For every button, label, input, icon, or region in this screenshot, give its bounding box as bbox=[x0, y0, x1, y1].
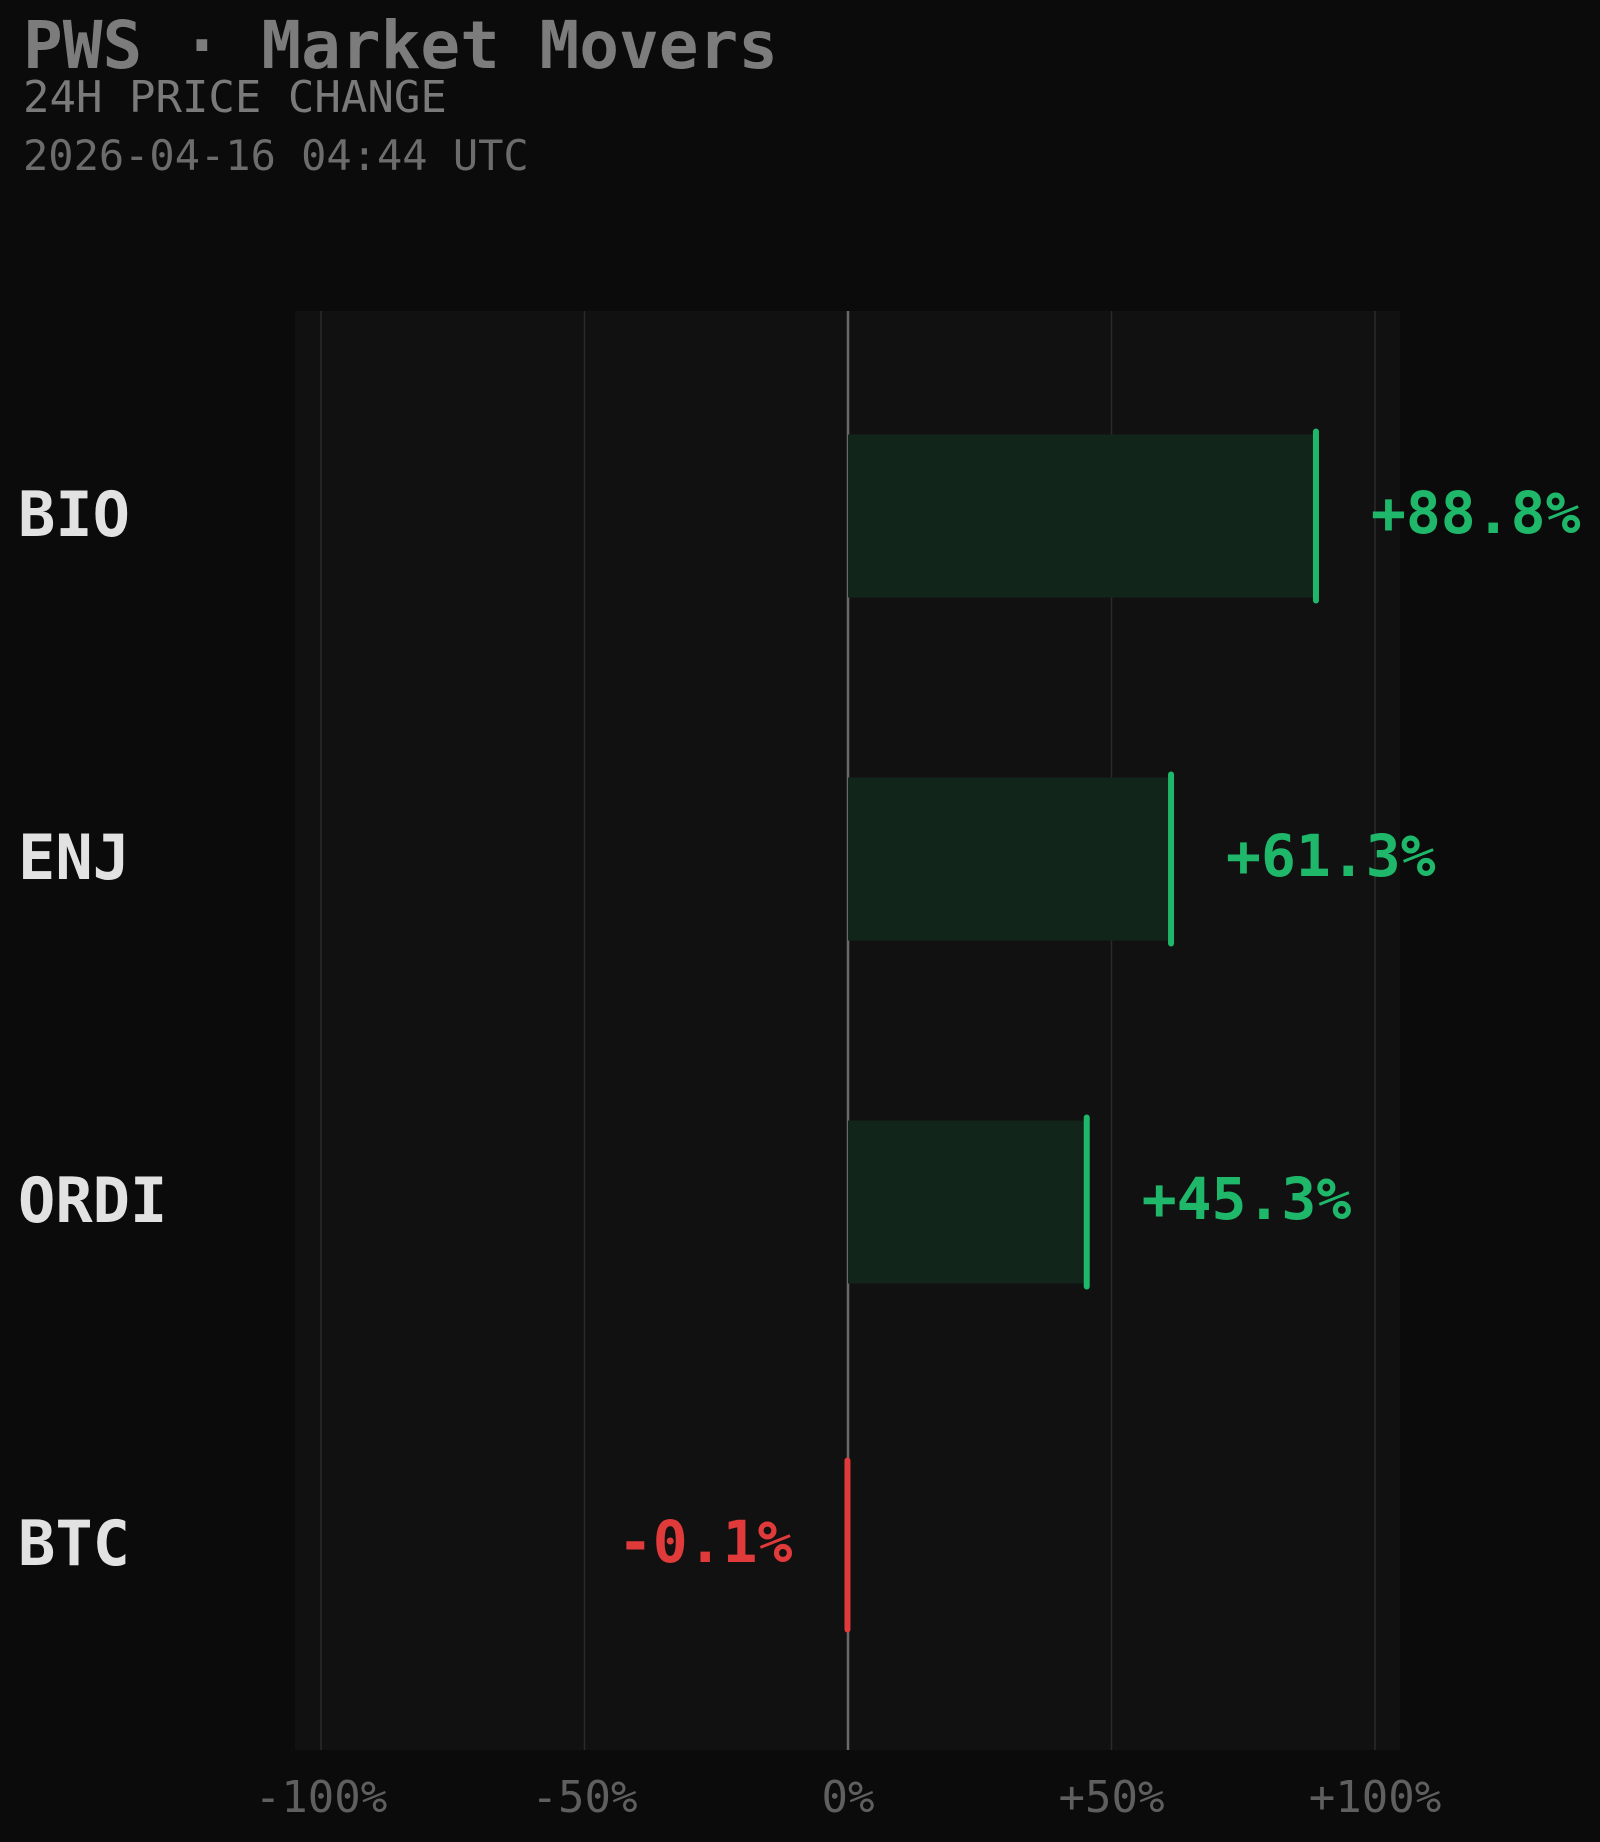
symbol-label: BIO bbox=[18, 478, 130, 551]
data-label: +61.3% bbox=[1226, 822, 1436, 890]
bar bbox=[848, 777, 1172, 941]
symbol-label: ENJ bbox=[18, 821, 130, 894]
symbol-label: ORDI bbox=[18, 1164, 167, 1237]
symbol-label: BTC bbox=[18, 1507, 130, 1580]
chart-subtitle: 24H PRICE CHANGE bbox=[23, 72, 447, 123]
x-tick-label: -100% bbox=[255, 1772, 387, 1823]
data-label: +88.8% bbox=[1371, 479, 1581, 547]
bar bbox=[848, 434, 1316, 598]
bar bbox=[848, 1120, 1087, 1284]
chart-title: PWS · Market Movers bbox=[23, 7, 778, 84]
x-tick-label: 0% bbox=[822, 1772, 875, 1823]
data-label: -0.1% bbox=[618, 1508, 793, 1576]
x-tick-label: +100% bbox=[1309, 1772, 1441, 1823]
data-label: +45.3% bbox=[1142, 1165, 1352, 1233]
x-tick-label: +50% bbox=[1059, 1772, 1165, 1823]
x-tick-label: -50% bbox=[532, 1772, 638, 1823]
timestamp: 2026-04-16 04:44 UTC bbox=[23, 131, 529, 180]
